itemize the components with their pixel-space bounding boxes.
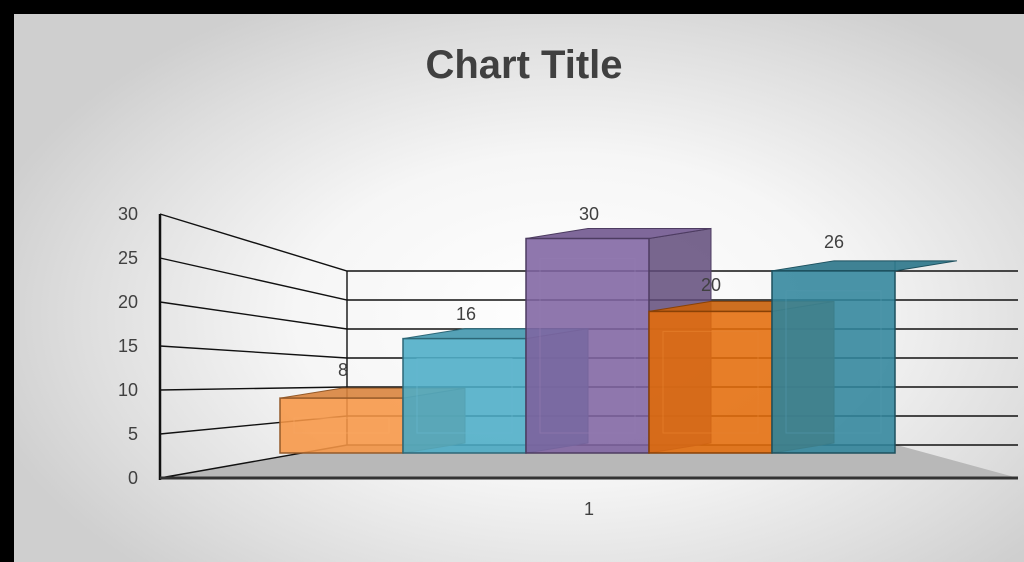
data-label: 30 [579,204,599,224]
bar [648,310,773,454]
bar [279,397,404,454]
data-label: 20 [701,275,721,295]
bar-bevel [662,330,759,434]
y-tick-label: 5 [128,424,138,444]
bars-group [279,227,958,454]
data-label: 8 [338,360,348,380]
labels-group: 0 5 10 15 20 25 30 8 16 30 20 26 1 [118,204,844,519]
bar-top [771,260,958,272]
data-label: 26 [824,232,844,252]
data-label: 16 [456,304,476,324]
y-tick-label: 0 [128,468,138,488]
y-tick-label: 10 [118,380,138,400]
bar-bevel [785,290,882,434]
bar [402,337,527,454]
bar-bevel [416,358,513,434]
bar-3d [771,260,958,454]
y-tick-label: 25 [118,248,138,268]
y-tick-label: 15 [118,336,138,356]
x-tick-label: 1 [584,499,594,519]
chart-title: Chart Title [425,43,622,87]
bar-bevel [539,258,636,434]
y-tick-label: 30 [118,204,138,224]
bar [525,237,650,454]
y-tick-label: 20 [118,292,138,312]
bar [771,270,896,454]
bar-bevel [293,417,390,434]
